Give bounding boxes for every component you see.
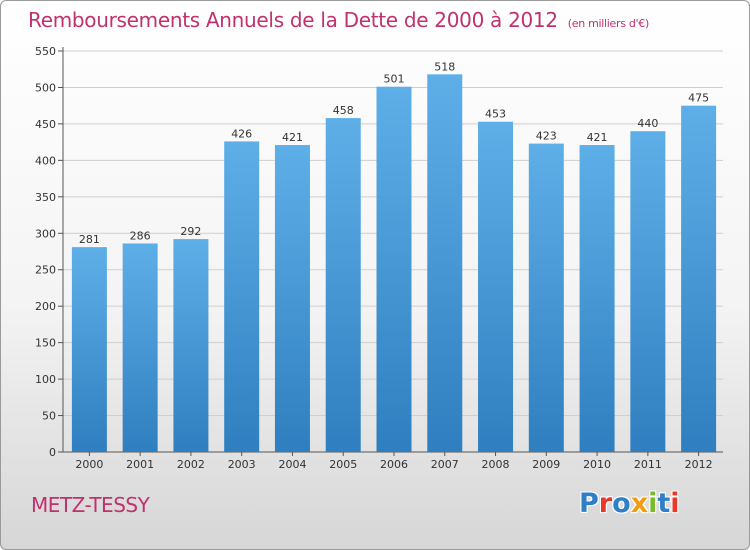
chart-unit: (en milliers d'€)	[567, 17, 649, 30]
y-tick-label: 350	[35, 191, 56, 204]
data-label-2006: 501	[384, 73, 405, 86]
logo-letter: i	[670, 488, 680, 519]
proxiti-logo[interactable]: Proxiti	[579, 488, 680, 519]
data-label-2011: 440	[637, 117, 658, 130]
axes: 0 50 100 150 200 250 300 350 400 450 500 550 2000 200…	[35, 45, 723, 471]
data-label-2009: 423	[536, 130, 557, 143]
logo-letter: P	[579, 488, 599, 519]
logo-letter: i	[648, 488, 658, 519]
bar-2003	[224, 141, 260, 452]
bar-2000	[71, 247, 107, 452]
data-labels: 281 286 292 426 421 458 501 518 453 423 421 440 475	[79, 60, 709, 246]
data-label-2001: 286	[130, 229, 151, 242]
x-tick-label-2010: 2010	[583, 458, 611, 471]
x-tick-label-2008: 2008	[482, 458, 510, 471]
logo-letter: o	[612, 488, 631, 519]
y-tick-label: 0	[49, 446, 56, 459]
bar-2009	[528, 143, 564, 452]
data-label-2010: 421	[587, 131, 608, 144]
bars	[71, 74, 717, 453]
logo-letter: t	[657, 488, 671, 519]
y-tick-label: 400	[35, 154, 56, 167]
logo-letter: x	[630, 488, 649, 519]
chart-title: Remboursements Annuels de la Dette de 20…	[28, 8, 649, 32]
x-tick-label-2006: 2006	[380, 458, 408, 471]
logo-letter: r	[598, 488, 613, 519]
data-label-2005: 458	[333, 104, 354, 117]
data-label-2004: 421	[282, 131, 303, 144]
y-tick-label: 50	[42, 410, 56, 423]
y-tick-label: 300	[35, 227, 56, 240]
bar-2011	[630, 131, 666, 452]
x-tick-label-2000: 2000	[75, 458, 103, 471]
commune-name: METZ-TESSY	[31, 493, 150, 517]
y-tick-label: 100	[35, 373, 56, 386]
data-label-2012: 475	[688, 92, 709, 105]
chart-title-text: Remboursements Annuels de la Dette de 20…	[28, 8, 558, 32]
data-label-2007: 518	[434, 60, 455, 73]
x-tick-label-2002: 2002	[177, 458, 205, 471]
x-tick-label-2005: 2005	[329, 458, 357, 471]
bar-2002	[173, 239, 209, 452]
bar-2004	[274, 145, 310, 452]
x-tick-label-2012: 2012	[685, 458, 713, 471]
bar-2001	[122, 243, 158, 452]
bar-2007	[427, 74, 463, 453]
data-label-2003: 426	[231, 127, 252, 140]
bar-2008	[478, 121, 514, 453]
y-tick-label: 550	[35, 45, 56, 58]
data-label-2008: 453	[485, 108, 506, 121]
x-tick-label-2009: 2009	[532, 458, 560, 471]
bar-2012	[681, 105, 717, 452]
y-tick-label: 250	[35, 264, 56, 277]
x-tick-label-2003: 2003	[228, 458, 256, 471]
bar-2010	[579, 145, 615, 452]
y-tick-label: 500	[35, 81, 56, 94]
y-tick-label: 450	[35, 118, 56, 131]
bar-2005	[325, 118, 361, 453]
data-label-2000: 281	[79, 233, 100, 246]
x-tick-label-2011: 2011	[634, 458, 662, 471]
y-tick-label: 150	[35, 337, 56, 350]
bar-2006	[376, 86, 412, 452]
y-tick-label: 200	[35, 300, 56, 313]
x-tick-label-2007: 2007	[431, 458, 459, 471]
x-tick-label-2004: 2004	[278, 458, 306, 471]
data-label-2002: 292	[180, 225, 201, 238]
x-tick-label-2001: 2001	[126, 458, 154, 471]
